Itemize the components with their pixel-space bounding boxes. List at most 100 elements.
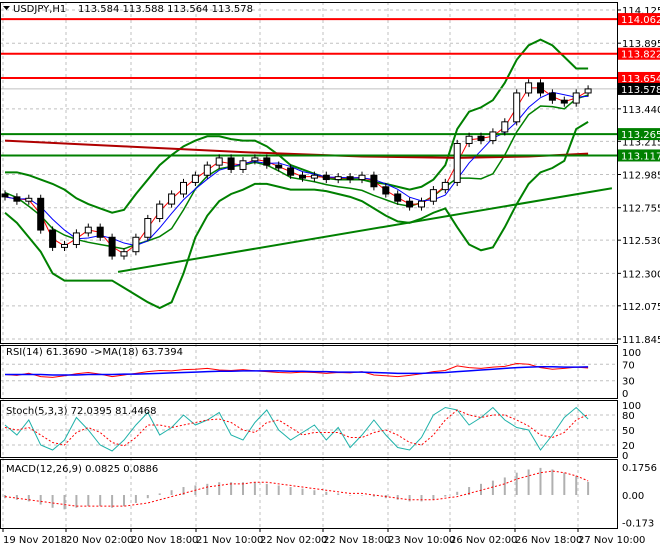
candle	[263, 157, 271, 166]
time-label: 23 Nov 10:00	[388, 535, 455, 546]
macd-bar	[170, 490, 173, 495]
candle	[429, 189, 437, 202]
price-tick-label: 113.215	[622, 137, 660, 148]
macd-bar	[146, 495, 149, 499]
macd-bar	[527, 469, 530, 495]
candle	[382, 186, 390, 195]
candle	[548, 92, 556, 101]
macd-bar	[313, 490, 316, 495]
fast-ma-blue	[4, 91, 589, 247]
candle	[227, 157, 235, 170]
macd-bar	[253, 482, 256, 495]
level-price-label: 113.117	[621, 151, 660, 162]
price-tick-label: 112.985	[622, 171, 660, 182]
level-price-label: 113.822	[621, 50, 660, 61]
candle	[239, 160, 247, 170]
candle	[394, 193, 402, 202]
macd-bar	[87, 495, 90, 507]
long-moving-average	[4, 139, 589, 159]
candle	[61, 243, 68, 248]
macd-bar	[182, 487, 185, 495]
level-price-tag	[618, 128, 660, 141]
price-tick-label: 112.530	[622, 236, 660, 247]
candle	[191, 174, 199, 183]
macd-bar	[503, 477, 506, 495]
macd-bar	[456, 491, 459, 495]
candle	[560, 99, 568, 104]
bollinger-upper-band	[5, 38, 589, 214]
candle	[572, 92, 580, 104]
macd-bar	[420, 495, 423, 502]
macd-bar	[468, 487, 471, 495]
macd-bar	[75, 495, 78, 508]
main-frame	[0, 2, 618, 344]
level-price-tag	[618, 13, 660, 26]
candle	[49, 229, 57, 248]
current-price-label: 113.578	[621, 85, 660, 96]
macd-bar	[111, 495, 114, 508]
rsi-ma-line	[5, 366, 589, 376]
candle	[418, 200, 425, 208]
macd-bar	[480, 483, 482, 495]
candle	[584, 88, 592, 94]
level-price-label: 114.062	[621, 15, 660, 26]
stochastic-panel[interactable]	[4, 406, 589, 452]
time-label: 21 Nov 10:00	[196, 535, 263, 546]
macd-bar	[515, 472, 518, 495]
candle	[358, 174, 366, 181]
candle	[322, 174, 330, 181]
candle	[477, 135, 485, 142]
stoch-tick-label: 20	[622, 441, 635, 452]
price-tick-label: 113.440	[622, 105, 660, 116]
stoch-main-line	[4, 406, 589, 452]
candle	[334, 176, 342, 181]
candle	[287, 167, 295, 176]
price-panel[interactable]	[0, 18, 617, 310]
candle	[346, 176, 354, 181]
rsi-tick-label: 0	[622, 389, 628, 400]
macd-bar	[396, 495, 399, 500]
macd-bar	[444, 495, 447, 497]
macd-bar	[63, 495, 66, 510]
level-price-tag	[618, 71, 660, 84]
candle	[251, 157, 259, 162]
triangle-down-icon[interactable]	[3, 6, 10, 10]
macd-bar	[349, 495, 352, 496]
stoch-tick-label: 80	[622, 411, 635, 422]
macd-bar	[206, 483, 209, 495]
candle	[275, 164, 283, 169]
candle	[525, 82, 533, 94]
time-label: 20 Nov 18:00	[131, 535, 198, 546]
macd-tick-label: 0.1756	[622, 463, 657, 474]
candle	[215, 157, 223, 166]
candle	[370, 174, 378, 188]
candle	[84, 226, 92, 234]
macd-bar	[15, 495, 18, 500]
macd-bar	[361, 495, 363, 496]
candle	[132, 236, 140, 253]
price-tick-label: 111.845	[622, 335, 660, 346]
level-price-tag	[618, 149, 660, 162]
candle	[453, 142, 461, 183]
stoch-tick-label: 0	[622, 451, 628, 462]
stoch-frame	[0, 400, 618, 458]
candle	[537, 82, 544, 94]
macd-bar	[563, 472, 566, 495]
candle	[108, 236, 116, 257]
price-tick-label: 112.755	[622, 204, 660, 215]
candle	[406, 200, 414, 208]
macd-bar	[372, 495, 375, 497]
candle	[25, 197, 33, 202]
rsi-panel[interactable]	[4, 362, 589, 378]
macd-bar	[301, 488, 304, 495]
level-price-tag	[618, 47, 660, 60]
macd-bar	[325, 491, 328, 495]
time-label: 22 Nov 02:00	[260, 535, 327, 546]
macd-tick-label: 0.00	[622, 491, 644, 502]
rsi-frame	[0, 345, 618, 399]
macd-panel[interactable]	[4, 467, 590, 510]
macd-signal-line	[4, 470, 589, 507]
price-tick-label: 114.125	[622, 6, 660, 17]
level-price-label: 113.265	[621, 130, 660, 141]
